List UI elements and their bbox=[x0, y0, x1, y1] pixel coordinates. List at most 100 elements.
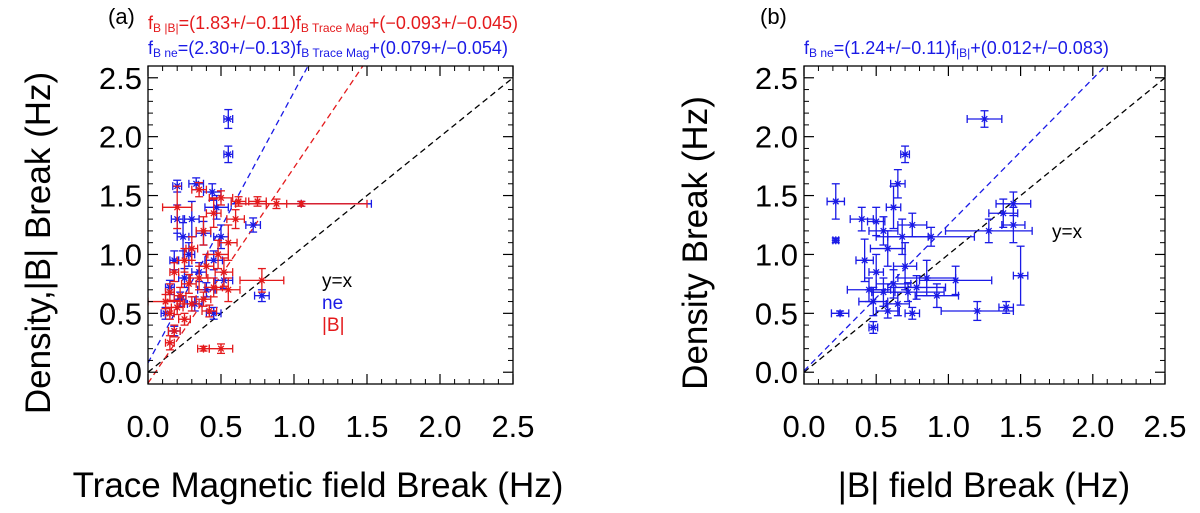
eq-a0-lhs: f bbox=[148, 13, 154, 33]
data-point-b-0-33 bbox=[875, 303, 900, 319]
data-point-a-1-17 bbox=[239, 267, 285, 293]
y-tick-label-b-1: 0.5 bbox=[755, 296, 798, 331]
y-tick-label-a-4: 2.0 bbox=[99, 120, 142, 155]
fit-line-a-2 bbox=[148, 66, 364, 384]
data-point-b-0-0 bbox=[966, 110, 1003, 128]
data-point-b-0-20 bbox=[1012, 245, 1029, 306]
y-tick-label-b-2: 1.0 bbox=[755, 237, 798, 272]
plot-area-b bbox=[803, 65, 1166, 385]
fit-line-b-0 bbox=[804, 77, 1165, 373]
y-tick-label-a-0: 0.0 bbox=[99, 355, 142, 390]
data-point-b-0-3 bbox=[826, 183, 846, 220]
x-axis-label-b: |B| field Break (Hz) bbox=[838, 466, 1130, 505]
data-point-a-1-25 bbox=[183, 296, 200, 312]
data-point-a-1-3 bbox=[248, 196, 267, 207]
eq-a0-lhs-sub: B |B| bbox=[153, 21, 179, 35]
x-tick-label-b-5: 2.5 bbox=[1143, 409, 1186, 444]
y-tick-label-a-1: 0.5 bbox=[99, 296, 142, 331]
data-point-a-0-12 bbox=[182, 242, 196, 267]
eq-a0-mid: =(1.83+/−0.11)f bbox=[179, 13, 302, 33]
data-point-b-0-32 bbox=[940, 300, 1015, 322]
y-tick-label-b-5: 2.5 bbox=[755, 61, 798, 96]
y-ticks-b: 0.0 0.5 1.0 1.5 2.0 2.5 bbox=[755, 61, 1165, 390]
data-point-b-0-10 bbox=[1001, 206, 1026, 244]
x-tick-label-a-3: 1.5 bbox=[345, 409, 388, 444]
eq-a1-lhs: f bbox=[148, 38, 154, 58]
plot-inner-b bbox=[804, 66, 1165, 373]
x-tick-label-a-4: 2.0 bbox=[418, 409, 461, 444]
data-point-a-1-8 bbox=[195, 216, 212, 246]
plot-inner-a bbox=[148, 66, 513, 384]
y-tick-label-a-2: 1.0 bbox=[99, 237, 142, 272]
legend-item-a-2: |B| bbox=[322, 315, 345, 336]
data-point-b-0-15 bbox=[831, 236, 840, 245]
data-point-a-1-20 bbox=[215, 277, 241, 303]
eq-a0-mid-sub: B Trace Mag bbox=[301, 21, 369, 35]
eq-b0-mid: =(1.24+/−0.11)f bbox=[834, 38, 957, 58]
data-point-a-0-5 bbox=[204, 194, 229, 220]
data-point-b-0-7 bbox=[849, 206, 874, 232]
data-point-a-1-31 bbox=[164, 335, 175, 351]
data-point-a-1-2 bbox=[230, 196, 247, 207]
y-tick-label-b-0: 0.0 bbox=[755, 355, 798, 390]
y-axis-label-b: Density Break (Hz) bbox=[676, 96, 715, 390]
equation-b-fit: fB |B|=(1.83+/−0.11)fB Trace Mag+(−0.093… bbox=[148, 13, 518, 35]
legend-b: y=x bbox=[1052, 222, 1083, 243]
data-point-a-0-2 bbox=[188, 177, 205, 191]
eq-a1-rhs: +(0.079+/−0.054) bbox=[369, 38, 508, 58]
fit-line-a-0 bbox=[148, 77, 513, 373]
data-point-b-0-23 bbox=[875, 269, 912, 299]
data-point-b-0-11 bbox=[944, 218, 1033, 244]
data-point-a-1-32 bbox=[196, 344, 210, 353]
data-point-a-1-1 bbox=[208, 190, 234, 206]
eq-b0-lhs-sub: B ne bbox=[809, 46, 834, 60]
data-point-a-0-1 bbox=[223, 145, 234, 164]
data-point-a-1-5 bbox=[161, 185, 193, 230]
panel-a: (a) fB |B|=(1.83+/−0.11)fB Trace Mag+(−0… bbox=[19, 4, 563, 505]
data-point-a-1-0 bbox=[191, 181, 208, 198]
x-tick-label-a-5: 2.5 bbox=[491, 409, 534, 444]
x-tick-label-a-0: 0.0 bbox=[126, 409, 169, 444]
data-point-b-0-27 bbox=[871, 282, 945, 303]
fit-line-b-1 bbox=[804, 66, 1107, 372]
y-ticks-a: 0.0 0.5 1.0 1.5 2.0 2.5 bbox=[99, 61, 513, 390]
eq-b0-rhs: +(0.012+/−0.083) bbox=[970, 38, 1109, 58]
data-point-a-1-6 bbox=[205, 198, 222, 229]
data-point-a-1-16 bbox=[189, 265, 209, 291]
legend-item-a-1: ne bbox=[322, 293, 343, 314]
data-point-a-0-22 bbox=[253, 289, 270, 303]
axes-frame-a bbox=[147, 65, 514, 385]
data-point-b-0-19 bbox=[868, 253, 885, 291]
eq-a1-mid-sub: B Trace Mag bbox=[301, 46, 369, 60]
eq-b0-lhs: f bbox=[804, 38, 810, 58]
eq-a0-rhs: +(−0.093+/−0.045) bbox=[369, 13, 518, 33]
data-point-a-1-34 bbox=[234, 199, 368, 208]
data-point-a-1-30 bbox=[167, 324, 181, 338]
panel-b-label: (b) bbox=[760, 4, 787, 29]
data-point-a-0-0 bbox=[223, 108, 234, 130]
data-point-b-0-22 bbox=[918, 265, 993, 296]
data-point-b-0-34 bbox=[904, 306, 921, 320]
x-tick-label-b-3: 1.5 bbox=[999, 409, 1042, 444]
data-point-a-1-28 bbox=[164, 306, 175, 320]
data-point-a-1-11 bbox=[207, 239, 229, 270]
data-point-a-1-21 bbox=[164, 283, 175, 302]
equation-ne-vs-b-fit: fB ne=(1.24+/−0.11)f|B|+(0.012+/−0.083) bbox=[804, 38, 1109, 60]
y-tick-label-a-5: 2.5 bbox=[99, 61, 142, 96]
data-point-b-0-36 bbox=[868, 320, 879, 335]
data-point-a-1-18 bbox=[180, 273, 197, 294]
data-point-a-1-22 bbox=[173, 286, 187, 305]
x-tick-label-a-2: 1.0 bbox=[272, 409, 315, 444]
x-tick-label-b-1: 0.5 bbox=[855, 409, 898, 444]
panel-b: (b) fB ne=(1.24+/−0.11)f|B|+(0.012+/−0.0… bbox=[676, 4, 1187, 505]
data-point-a-0-11 bbox=[245, 217, 262, 233]
legend-item-a-0: y=x bbox=[322, 271, 353, 292]
eq-a1-mid: =(2.30+/−0.13)f bbox=[178, 38, 303, 58]
x-tick-label-a-1: 0.5 bbox=[199, 409, 242, 444]
legend-a: y=xne|B| bbox=[322, 271, 353, 336]
panel-a-label: (a) bbox=[108, 4, 135, 29]
x-tick-label-b-4: 2.0 bbox=[1071, 409, 1114, 444]
legend-item-b-0: y=x bbox=[1052, 222, 1083, 243]
data-point-a-1-12 bbox=[176, 247, 193, 273]
